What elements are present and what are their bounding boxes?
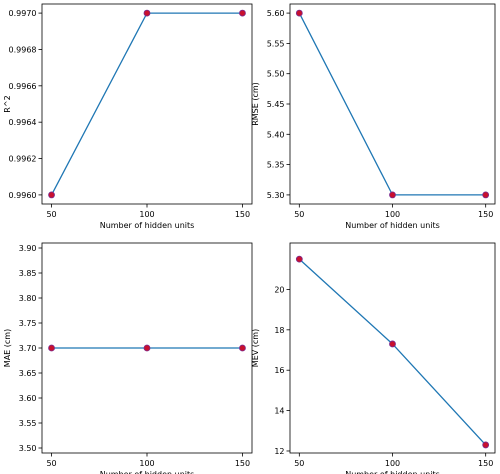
x-tick-label: 150: [478, 459, 493, 468]
y-tick-label: 0.9964: [9, 118, 37, 127]
y-tick-label: 12: [274, 447, 284, 456]
data-point-mev-100: [389, 340, 396, 348]
y-tick-label: 5.30: [267, 191, 285, 200]
chart-mev: 12 14 16 18 20 50 100 150 Number of hidden units…: [251, 242, 496, 474]
data-point-rmse-50: [295, 9, 303, 17]
y-tick-label: 3.50: [19, 444, 37, 453]
y-axis-label-rmse: RMSE (cm): [251, 82, 260, 126]
data-point-r2-50: [48, 191, 55, 199]
y-axis-label-mae: MAE (cm): [3, 329, 12, 367]
y-tick-label: 0.9970: [9, 9, 37, 18]
y-tick-label: 5.55: [267, 39, 285, 48]
data-point-mae-150: [239, 344, 246, 352]
x-tick-label: 100: [385, 459, 400, 468]
y-tick-label: 0.9968: [9, 45, 37, 54]
y-tick-label: 14: [274, 407, 284, 416]
y-tick-label: 5.60: [267, 9, 285, 18]
x-tick-label: 50: [46, 459, 56, 468]
y-tick-label: 3.60: [19, 394, 37, 403]
chart-rmse: 5.30 5.35 5.40 5.45 5.50 5.55 5.60 50 100 150 Numb…: [251, 3, 496, 230]
y-tick-label: 3.55: [19, 419, 37, 428]
x-tick-label: 150: [235, 210, 250, 219]
data-point-mev-50: [295, 255, 303, 263]
data-point-mev-150: [482, 441, 490, 449]
x-tick-label: 100: [139, 210, 154, 219]
y-axis-label-r2: R^2: [3, 95, 12, 112]
x-tick-label: 150: [235, 459, 250, 468]
y-tick-label: 5.40: [267, 130, 285, 139]
x-tick-label: 50: [294, 459, 304, 468]
y-tick-label: 20: [274, 285, 284, 294]
y-tick-label: 18: [274, 326, 284, 335]
series-line-mev: [298, 258, 487, 446]
x-axis-label-r2: Number of hidden units: [100, 221, 195, 230]
data-point-r2-150: [239, 9, 246, 17]
y-tick-label: 16: [274, 366, 284, 375]
chart-mae: 3.50 3.55 3.60 3.65 3.70 3.75 3.80 3.85 3.90 50 10…: [3, 242, 253, 474]
x-tick-label: 50: [46, 210, 56, 219]
y-tick-label: 5.45: [267, 100, 285, 109]
plot-frame-r2: [41, 3, 253, 205]
y-tick-label: 5.35: [267, 161, 285, 170]
x-tick-label: 100: [139, 459, 154, 468]
data-point-r2-100: [143, 9, 151, 17]
x-axis-label-mev: Number of hidden units: [345, 470, 440, 474]
series-line-rmse: [298, 12, 486, 196]
data-point-rmse-150: [482, 191, 490, 199]
y-tick-label: 0.9960: [9, 191, 37, 200]
data-point-mae-100: [143, 344, 151, 352]
y-tick-label: 3.85: [19, 269, 37, 278]
y-tick-label: 3.65: [19, 369, 37, 378]
x-tick-label: 100: [385, 210, 400, 219]
x-tick-label: 50: [294, 210, 304, 219]
y-tick-label: 3.90: [19, 244, 37, 253]
data-point-rmse-100: [389, 191, 396, 199]
x-tick-label: 150: [478, 210, 493, 219]
chart-r2: 0.9960 0.9962 0.9964 0.9966 0.9968 0.9970 50 10…: [3, 3, 253, 230]
y-axis-label-mev: MEV (cm): [251, 329, 260, 367]
x-axis-label-mae: Number of hidden units: [100, 470, 195, 474]
data-point-mae-50: [48, 344, 55, 352]
y-tick-label: 0.9966: [9, 82, 37, 91]
series-line-r2: [50, 12, 243, 196]
plot-frame-rmse: [289, 3, 496, 205]
y-tick-label: 3.80: [19, 294, 37, 303]
y-tick-label: 0.9962: [9, 155, 37, 164]
y-tick-label: 3.75: [19, 319, 37, 328]
y-tick-label: 5.50: [267, 70, 285, 79]
x-axis-label-rmse: Number of hidden units: [345, 221, 440, 230]
y-tick-label: 3.70: [19, 344, 37, 353]
